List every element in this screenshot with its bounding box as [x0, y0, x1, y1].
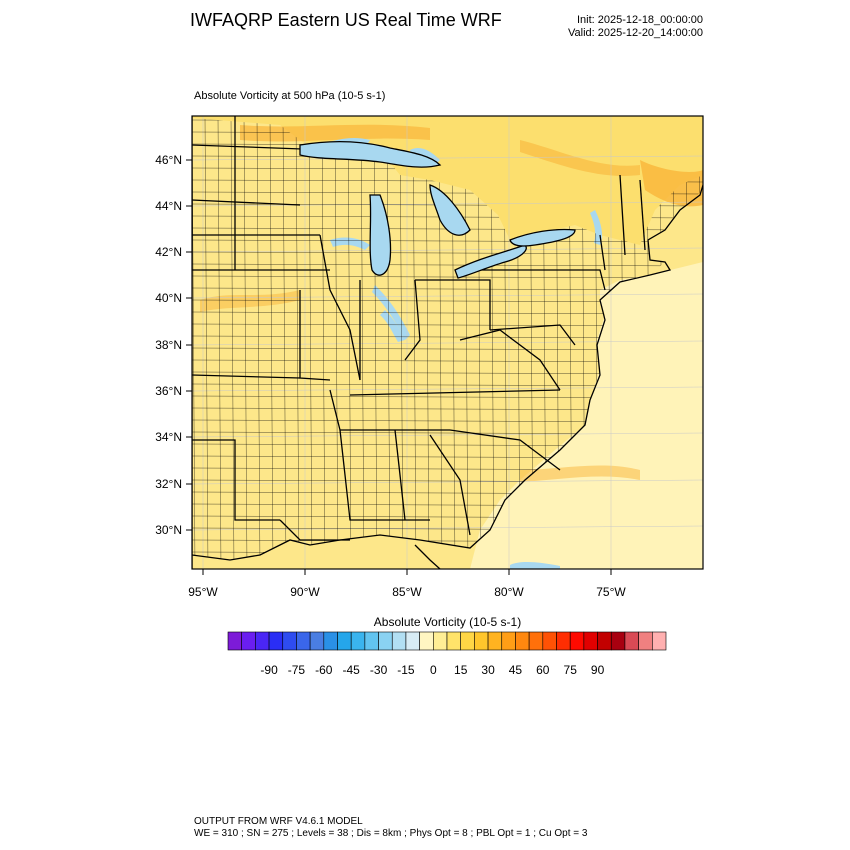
main-title: IWFAQRP Eastern US Real Time WRF	[190, 10, 502, 30]
latitude-axis: 46°N 44°N 42°N 40°N 38°N 36°N 34°N 32°N 30°N	[155, 153, 192, 537]
latitude-label: 46°N	[155, 153, 182, 167]
longitude-label: 80°W	[494, 585, 524, 599]
colorbar-swatch	[556, 631, 571, 651]
colorbar-tick-label: 75	[564, 663, 578, 677]
colorbar-swatch	[405, 631, 420, 651]
colorbar-swatch	[487, 631, 503, 651]
colorbar-tick-label: 15	[454, 663, 468, 677]
colorbar-swatch	[569, 631, 585, 651]
colorbar	[227, 631, 667, 651]
ocean-fill	[470, 262, 703, 569]
latitude-label: 38°N	[155, 338, 182, 352]
latitude-label: 42°N	[155, 245, 182, 259]
colorbar-swatch	[460, 631, 475, 651]
colorbar-swatch	[255, 631, 270, 651]
colorbar-swatch	[268, 631, 284, 651]
colorbar-swatch	[323, 631, 338, 651]
latitude-label: 36°N	[155, 384, 182, 398]
colorbar-swatch	[515, 631, 530, 651]
colorbar-swatch	[350, 631, 366, 651]
colorbar-tick-label: 60	[536, 663, 550, 677]
latitude-label: 44°N	[155, 199, 182, 213]
field-title: Absolute Vorticity at 500 hPa (10-5 s-1)	[194, 90, 386, 102]
coastline	[192, 184, 703, 569]
colorbar-tick-label: 90	[591, 663, 605, 677]
colorbar-swatch	[501, 631, 516, 651]
colorbar-swatch	[282, 631, 297, 651]
longitude-axis: 95°W 90°W 85°W 80°W 75°W	[188, 569, 626, 599]
longitude-label: 90°W	[290, 585, 320, 599]
valid-time: Valid: 2025-12-20_14:00:00	[568, 27, 703, 39]
colorbar-tick-label: 30	[481, 663, 495, 677]
longitude-label: 75°W	[596, 585, 626, 599]
init-time: Init: 2025-12-18_00:00:00	[577, 14, 703, 26]
colorbar-swatch	[446, 631, 461, 651]
colorbar-swatch	[227, 631, 242, 651]
colorbar-swatch	[474, 631, 489, 651]
colorbar-swatch	[528, 631, 544, 651]
colorbar-swatch	[309, 631, 325, 651]
colorbar-swatch	[337, 631, 352, 651]
colorbar-swatch	[296, 631, 311, 651]
colorbar-swatch	[391, 631, 407, 651]
colorbar-tick-labels: -90 -75 -60 -45 -30 -15 0 15 30 45 60 75 90	[260, 663, 604, 677]
colorbar-swatch	[610, 631, 626, 651]
colorbar-title: Absolute Vorticity (10-5 s-1)	[373, 615, 522, 629]
colorbar-tick-label: 45	[509, 663, 523, 677]
colorbar-swatch	[652, 631, 667, 651]
colorbar-swatch	[433, 631, 448, 651]
longitude-label: 95°W	[188, 585, 218, 599]
colorbar-swatch	[241, 631, 256, 651]
footer-model-info: OUTPUT FROM WRF V4.6.1 MODEL	[194, 816, 363, 827]
colorbar-tick-label: -15	[397, 663, 415, 677]
vorticity-positive-streaks	[200, 124, 703, 482]
map-frame	[191, 115, 704, 570]
colorbar-swatch	[597, 631, 612, 651]
colorbar-tick-label: -75	[288, 663, 306, 677]
map-plot-area	[192, 116, 703, 569]
footer-config-info: WE = 310 ; SN = 275 ; Levels = 38 ; Dis …	[194, 828, 588, 839]
colorbar-tick-label: -60	[315, 663, 333, 677]
colorbar-swatch	[638, 631, 653, 651]
colorbar-swatch	[624, 631, 639, 651]
latitude-label: 40°N	[155, 291, 182, 305]
latitude-label: 30°N	[155, 523, 182, 537]
colorbar-swatch	[419, 631, 434, 651]
colorbar-swatch	[378, 631, 393, 651]
colorbar-swatch	[364, 631, 379, 651]
latitude-label: 32°N	[155, 477, 182, 491]
colorbar-tick-label: -30	[370, 663, 388, 677]
colorbar-swatch	[542, 631, 557, 651]
colorbar-swatch	[583, 631, 598, 651]
colorbar-tick-label: -90	[260, 663, 278, 677]
great-lakes	[299, 140, 576, 279]
longitude-label: 85°W	[392, 585, 422, 599]
latitude-label: 34°N	[155, 430, 182, 444]
colorbar-tick-label: -45	[343, 663, 361, 677]
graticule	[192, 116, 703, 569]
colorbar-tick-label: 0	[430, 663, 437, 677]
